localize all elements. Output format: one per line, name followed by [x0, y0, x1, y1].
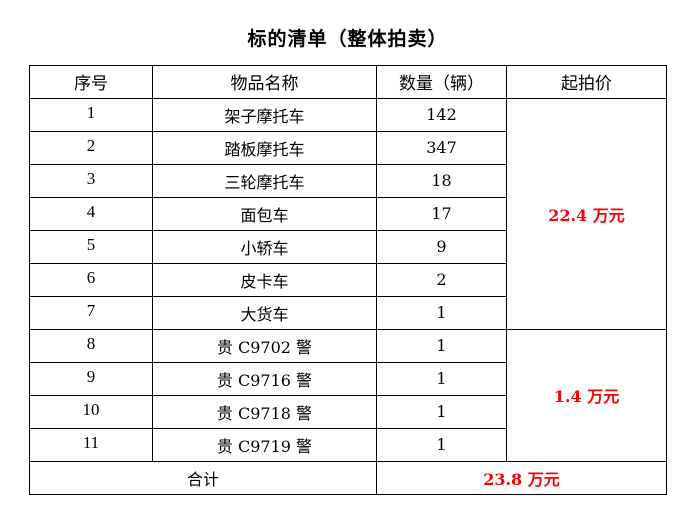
row-index: 7: [29, 295, 153, 330]
table-row: 6 皮卡车 2: [29, 262, 667, 297]
row-quantity: 2: [376, 262, 507, 297]
row-name: 贵 C9719 警: [152, 427, 377, 462]
row-name: 面包车: [152, 196, 377, 231]
row-quantity: 142: [376, 97, 507, 132]
table-row: 1 架子摩托车 142 22.4 万元: [29, 97, 667, 330]
header-quantity: 数量（辆）: [376, 65, 507, 99]
row-quantity: 1: [376, 361, 507, 396]
row-quantity: 1: [376, 295, 507, 330]
row-name: 大货车: [152, 295, 377, 330]
table-row: 3 三轮摩托车 18: [29, 163, 667, 198]
table-row: 9 贵 C9716 警 1: [29, 361, 667, 396]
row-name: 踏板摩托车: [152, 130, 377, 165]
row-quantity: 1: [376, 427, 507, 462]
row-index: 9: [29, 361, 153, 396]
row-name: 三轮摩托车: [152, 163, 377, 198]
row-name: 小轿车: [152, 229, 377, 264]
row-name: 架子摩托车: [152, 97, 377, 132]
row-index: 10: [29, 394, 153, 429]
row-index: 3: [29, 163, 153, 198]
row-quantity: 1: [376, 394, 507, 429]
table-row: 2 踏板摩托车 347: [29, 130, 667, 165]
header-row: 序号 物品名称 数量（辆） 起拍价: [29, 65, 667, 99]
header-name: 物品名称: [152, 65, 377, 99]
row-quantity: 347: [376, 130, 507, 165]
header-price: 起拍价: [506, 65, 667, 99]
table-row: 11 贵 C9719 警 1: [29, 427, 667, 462]
row-index: 5: [29, 229, 153, 264]
row-index: 8: [29, 328, 153, 363]
auction-list-table: 序号 物品名称 数量（辆） 起拍价 1 架子摩托车 142 22.4 万元 2 …: [29, 65, 667, 495]
row-name: 贵 C9716 警: [152, 361, 377, 396]
table-row: 5 小轿车 9: [29, 229, 667, 264]
total-value: 23.8 万元: [376, 460, 667, 495]
page-title: 标的清单（整体拍卖）: [247, 28, 448, 50]
row-index: 11: [29, 427, 153, 462]
row-quantity: 18: [376, 163, 507, 198]
row-index: 1: [29, 97, 153, 132]
group-price-1: 22.4 万元: [506, 97, 667, 330]
table-row: 8 贵 C9702 警 1 1.4 万元: [29, 328, 667, 462]
row-index: 6: [29, 262, 153, 297]
row-index: 4: [29, 196, 153, 231]
row-quantity: 1: [376, 328, 507, 363]
row-name: 贵 C9718 警: [152, 394, 377, 429]
row-quantity: 17: [376, 196, 507, 231]
total-label: 合计: [29, 460, 377, 495]
row-name: 贵 C9702 警: [152, 328, 377, 363]
header-index: 序号: [29, 65, 153, 99]
group-price-2: 1.4 万元: [506, 328, 667, 462]
total-row: 合计 23.8 万元: [29, 460, 667, 495]
row-name: 皮卡车: [152, 262, 377, 297]
row-index: 2: [29, 130, 153, 165]
table-row: 10 贵 C9718 警 1: [29, 394, 667, 429]
table-row: 7 大货车 1: [29, 295, 667, 330]
row-quantity: 9: [376, 229, 507, 264]
